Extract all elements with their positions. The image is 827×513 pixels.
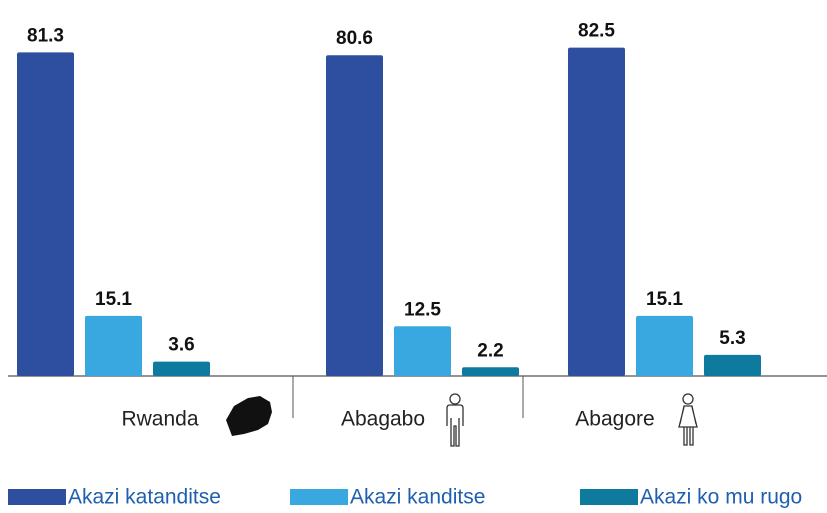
rwanda-icon <box>226 396 272 436</box>
data-label: 12.5 <box>404 299 441 320</box>
bar <box>462 367 519 376</box>
data-label: 15.1 <box>646 289 683 310</box>
data-label: 3.6 <box>168 335 194 356</box>
x-tick-label: Abagore <box>575 408 654 431</box>
bar <box>153 361 210 376</box>
legend-label: Akazi katanditse <box>68 486 221 509</box>
bar <box>326 55 383 376</box>
data-label: 81.3 <box>27 25 64 46</box>
bar <box>704 354 761 376</box>
bar <box>568 47 625 377</box>
bar <box>85 315 142 376</box>
data-label: 80.6 <box>336 28 373 49</box>
x-tick-label: Rwanda <box>121 408 198 431</box>
data-label: 5.3 <box>719 328 745 349</box>
legend-swatch <box>290 489 348 505</box>
x-tick-label: Abagabo <box>341 408 425 431</box>
data-label: 15.1 <box>95 289 132 310</box>
legend-label: Akazi kanditse <box>350 486 485 509</box>
woman-icon <box>678 393 698 446</box>
data-label: 2.2 <box>477 340 503 361</box>
legend-swatch <box>580 489 638 505</box>
bar <box>394 326 451 376</box>
bar <box>17 52 74 377</box>
man-icon <box>446 393 464 447</box>
bar <box>636 315 693 376</box>
legend-label: Akazi ko mu rugo <box>640 486 802 509</box>
data-label: 82.5 <box>578 21 615 42</box>
legend-swatch <box>8 489 66 505</box>
